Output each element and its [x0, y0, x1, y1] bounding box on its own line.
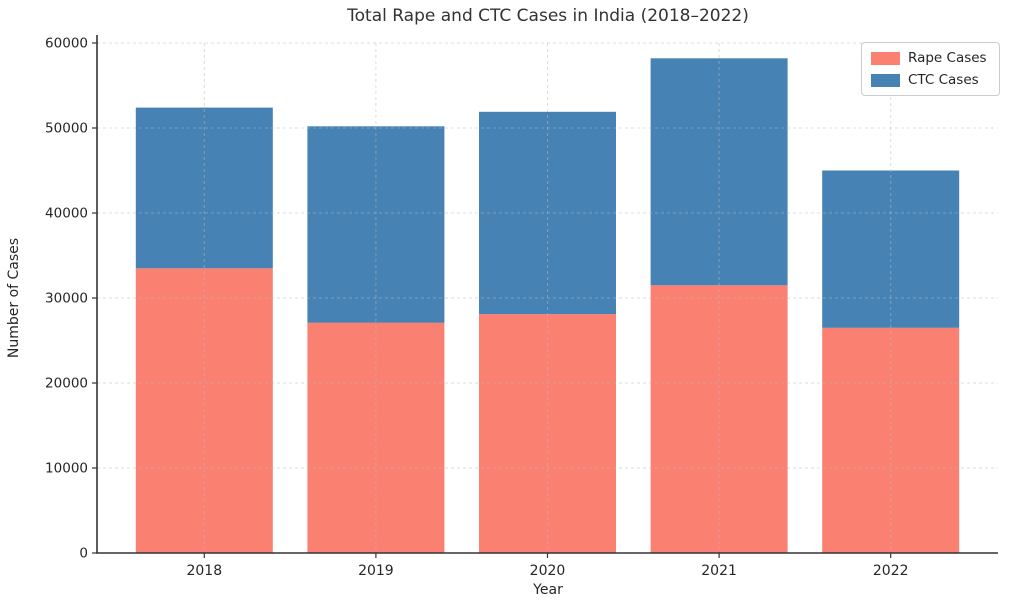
y-tick-label: 40000 — [45, 206, 88, 222]
x-tick-label: 2019 — [358, 563, 394, 579]
legend-swatch-ctc-cases — [871, 73, 900, 87]
bar-segment-rape-cases-2021 — [650, 285, 788, 554]
x-tick-label: 2020 — [530, 563, 566, 579]
legend-swatch-rape-cases — [871, 51, 900, 65]
legend-item-rape-cases: Rape Cases — [871, 50, 989, 66]
x-tick-label: 2022 — [873, 563, 909, 579]
legend-item-ctc-cases: CTC Cases — [871, 72, 989, 88]
y-tick-label: 10000 — [45, 461, 88, 477]
legend-label-rape-cases: Rape Cases — [908, 50, 987, 66]
legend-label-ctc-cases: CTC Cases — [908, 72, 979, 88]
y-tick-label: 20000 — [45, 376, 88, 392]
y-tick-label: 50000 — [45, 121, 88, 137]
y-tick-label: 0 — [79, 546, 88, 562]
x-axis-label: Year — [533, 582, 563, 598]
x-tick-label: 2018 — [186, 563, 222, 579]
chart-title: Total Rape and CTC Cases in India (2018–… — [347, 6, 749, 26]
y-axis-label: Number of Cases — [6, 237, 22, 359]
legend: Rape Cases CTC Cases — [861, 42, 1000, 96]
y-tick-label: 30000 — [45, 291, 88, 307]
y-tick-label: 60000 — [45, 36, 88, 52]
x-tick-label: 2021 — [701, 563, 737, 579]
